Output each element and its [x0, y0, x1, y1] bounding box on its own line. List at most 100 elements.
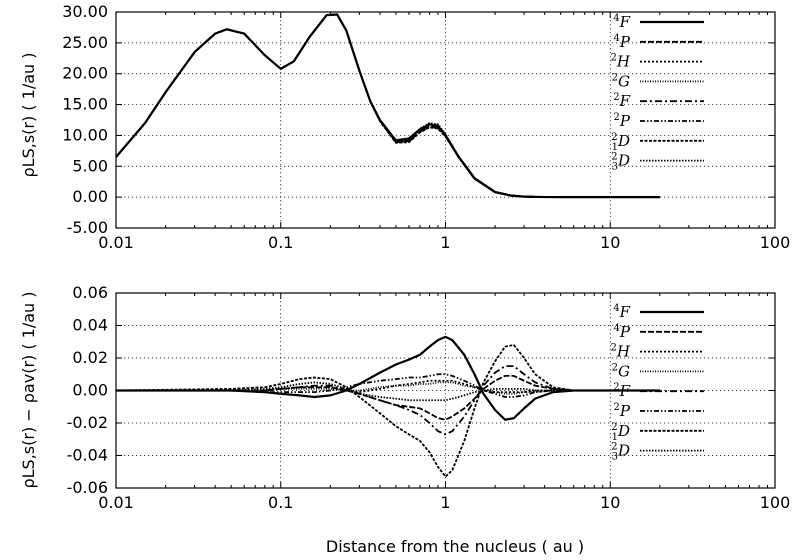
legend-term-letter: D — [617, 442, 630, 460]
y-axis-label: ρLS,s(r) ( 1/au ) — [19, 53, 38, 178]
legend-superscript: 2 — [612, 362, 618, 373]
series-line-4P — [116, 13, 660, 199]
y-tick-label: -0.02 — [67, 413, 108, 432]
legend-subscript: 1 — [612, 432, 618, 443]
series-line-21D — [116, 344, 660, 478]
y-tick-label: 5.00 — [72, 156, 108, 175]
legend-superscript: 2 — [614, 112, 620, 123]
series-line-2H — [116, 13, 660, 199]
x-tick-label: 0.1 — [268, 493, 293, 512]
x-tick-label: 100 — [760, 233, 791, 252]
legend-superscript: 2 — [611, 132, 617, 143]
legend-superscript: 2 — [613, 382, 619, 393]
series-line-23D — [116, 13, 660, 199]
series-group — [116, 13, 660, 199]
legend-label: 2G — [612, 362, 630, 380]
legend-superscript: 4 — [614, 323, 620, 334]
y-tick-label: -0.04 — [67, 446, 108, 465]
legend-subscript: 3 — [612, 162, 618, 173]
legend-term-letter: F — [619, 303, 631, 321]
series-line-21D — [116, 13, 660, 199]
y-tick-label: 0.00 — [72, 187, 108, 206]
x-tick-label: 10 — [600, 493, 620, 512]
legend-term-letter: P — [619, 323, 631, 341]
x-tick-label: 10 — [600, 233, 620, 252]
y-tick-label: 0.06 — [72, 283, 108, 302]
series-line-4F — [116, 335, 660, 421]
plot-frame — [115, 11, 776, 229]
legend-superscript: 2 — [611, 422, 617, 433]
legend-superscript: 2 — [613, 92, 619, 103]
legend-term-letter: P — [619, 402, 631, 420]
legend-label: 2 1D — [611, 422, 630, 443]
legend-superscript: 2 — [611, 53, 617, 64]
legend-label: 4P — [614, 323, 631, 341]
y-tick-label: -5.00 — [67, 218, 108, 237]
y-tick-label: 10.00 — [62, 125, 108, 144]
y-tick-label: 0.04 — [72, 316, 108, 335]
legend-term-letter: P — [619, 33, 631, 51]
y-tick-label: 15.00 — [62, 95, 108, 114]
x-axis-label: Distance from the nucleus ( au ) — [326, 537, 584, 556]
y-tick-label: 25.00 — [62, 33, 108, 52]
legend-label: 2 3D — [611, 442, 630, 463]
series-line-2P — [116, 373, 660, 398]
legend-label: 2 3D — [611, 152, 630, 173]
legend-superscript: 4 — [614, 33, 620, 44]
legend-term-letter: G — [618, 362, 630, 380]
legend-superscript: 2 — [614, 402, 620, 413]
legend-term-letter: H — [616, 343, 631, 361]
legend-label: 2F — [613, 382, 630, 400]
series-line-4P — [116, 374, 660, 421]
legend-term-letter: G — [618, 72, 630, 90]
series-line-2G — [116, 13, 660, 199]
legend-label: 2F — [613, 92, 630, 110]
series-line-2F — [116, 13, 660, 199]
legend-term-letter: H — [616, 53, 631, 71]
legend-label: 2H — [611, 343, 631, 361]
legend-term-letter: D — [617, 152, 630, 170]
x-tick-label: 0.1 — [268, 233, 293, 252]
legend-subscript: 1 — [612, 142, 618, 153]
y-tick-label: -0.06 — [67, 478, 108, 497]
legend-superscript: 2 — [611, 343, 617, 354]
y-axis-label: ρLS,s(r) − ρav(r) ( 1/au ) — [19, 291, 38, 488]
legend-superscript: 2 — [611, 442, 617, 453]
x-tick-label: 1 — [440, 493, 450, 512]
legend-label: 2H — [611, 53, 631, 71]
legend-term-letter: F — [619, 13, 631, 31]
series-line-4F — [116, 13, 660, 199]
series-line-2P — [116, 13, 660, 199]
x-tick-label: 100 — [760, 493, 791, 512]
legend-subscript: 3 — [612, 452, 618, 463]
y-tick-label: 30.00 — [62, 2, 108, 21]
series-group — [116, 335, 660, 478]
legend-superscript: 4 — [613, 303, 619, 314]
legend-superscript: 2 — [612, 72, 618, 83]
top-panel: 0.01 0.1 1 10 100 -5.00 0.00 5.00 10.00 15.00 20.0… — [19, 2, 790, 252]
x-tick-label: 0.01 — [98, 493, 134, 512]
legend-label: 4F — [613, 303, 630, 321]
bottom-panel: 0.01 0.1 1 10 100 -0.06 -0.04 -0.02 0.00 0.02 0.04… — [19, 283, 790, 512]
series-line-2G — [116, 381, 660, 395]
y-tick-label: 0.02 — [72, 348, 108, 367]
legend-term-letter: P — [619, 112, 631, 130]
legend-superscript: 4 — [613, 13, 619, 24]
legend-label: 2 1D — [611, 132, 630, 153]
legend-label: 4F — [613, 13, 630, 31]
legend-term-letter: F — [619, 92, 631, 110]
legend-label: 2G — [612, 72, 630, 90]
legend-label: 4P — [614, 33, 631, 51]
legend-label: 2P — [614, 112, 631, 130]
series-line-2F — [116, 365, 660, 436]
x-tick-label: 1 — [440, 233, 450, 252]
legend-term-letter: F — [619, 382, 631, 400]
x-tick-label: 0.01 — [98, 233, 134, 252]
y-tick-label: 0.00 — [72, 381, 108, 400]
legend-label: 2P — [614, 402, 631, 420]
legend-superscript: 2 — [611, 152, 617, 163]
legend-term-letter: D — [617, 422, 630, 440]
